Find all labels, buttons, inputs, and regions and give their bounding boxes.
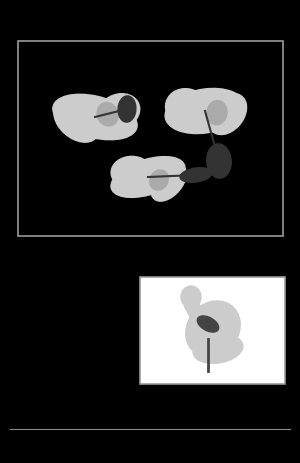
Ellipse shape	[54, 100, 99, 143]
Ellipse shape	[165, 89, 245, 134]
Bar	[18, 42, 283, 237]
Ellipse shape	[207, 144, 231, 179]
Ellipse shape	[97, 103, 118, 127]
Ellipse shape	[183, 295, 207, 328]
Ellipse shape	[53, 95, 137, 140]
Bar	[140, 277, 285, 384]
Ellipse shape	[166, 89, 209, 129]
Ellipse shape	[208, 94, 247, 135]
Ellipse shape	[197, 316, 219, 332]
Ellipse shape	[207, 101, 227, 125]
Ellipse shape	[181, 287, 201, 308]
Ellipse shape	[118, 97, 136, 123]
Ellipse shape	[180, 169, 212, 183]
Ellipse shape	[98, 94, 140, 131]
Ellipse shape	[111, 157, 185, 198]
Ellipse shape	[151, 165, 186, 202]
Ellipse shape	[190, 309, 216, 333]
Ellipse shape	[186, 301, 240, 357]
Ellipse shape	[150, 170, 168, 191]
Ellipse shape	[111, 157, 152, 189]
Ellipse shape	[193, 335, 243, 363]
